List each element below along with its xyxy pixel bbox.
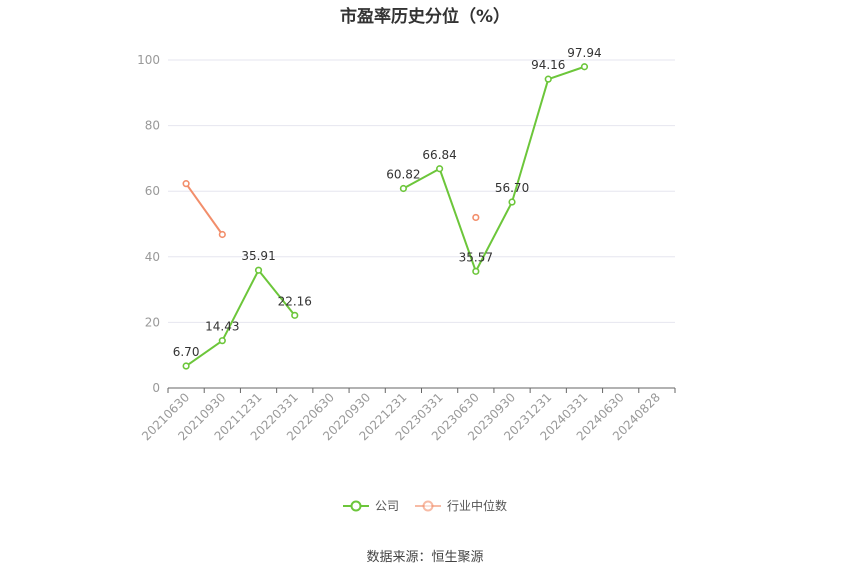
y-tick-label: 80 bbox=[145, 119, 160, 133]
y-tick-label: 40 bbox=[145, 250, 160, 264]
data-label: 35.57 bbox=[459, 250, 493, 264]
data-label: 97.94 bbox=[567, 46, 601, 60]
data-label: 6.70 bbox=[173, 345, 200, 359]
company-data-point bbox=[436, 165, 444, 173]
data-label: 14.43 bbox=[205, 320, 239, 334]
company-data-point bbox=[508, 198, 516, 206]
industry-data-point bbox=[182, 180, 190, 188]
company-series-line bbox=[402, 167, 441, 190]
legend-item-industry[interactable]: 行业中位数 bbox=[415, 497, 507, 514]
data-label: 35.91 bbox=[241, 249, 275, 263]
company-series-line bbox=[257, 269, 296, 316]
data-label: 60.82 bbox=[386, 168, 420, 182]
company-data-point bbox=[580, 63, 589, 71]
chart-title: 市盈率历史分位（%） bbox=[339, 7, 511, 27]
y-tick-label: 100 bbox=[137, 53, 160, 67]
legend-item-company[interactable]: 公司 bbox=[342, 497, 399, 514]
data-label: 56.70 bbox=[495, 181, 529, 195]
company-data-point bbox=[399, 184, 407, 193]
legend-company-marker-icon bbox=[342, 500, 369, 511]
company-data-point bbox=[218, 337, 226, 345]
company-data-point bbox=[254, 266, 263, 274]
industry-series-line bbox=[185, 183, 224, 236]
company-series-line bbox=[511, 78, 550, 203]
source-note: 数据来源：恒生聚源 bbox=[366, 550, 484, 565]
company-series-line bbox=[438, 168, 477, 272]
y-tick-label: 60 bbox=[145, 184, 160, 198]
company-data-point bbox=[544, 75, 552, 83]
data-label: 22.16 bbox=[278, 294, 312, 308]
company-data-point bbox=[472, 267, 480, 275]
company-series-line bbox=[547, 65, 585, 81]
y-tick-label: 20 bbox=[145, 315, 160, 329]
legend: 公司 行业中位数 bbox=[0, 497, 850, 514]
legend-industry-marker-icon bbox=[415, 500, 441, 511]
company-series-line bbox=[185, 339, 223, 367]
industry-data-point bbox=[218, 230, 226, 239]
industry-data-point bbox=[472, 213, 480, 222]
legend-label-company: 公司 bbox=[374, 499, 399, 513]
legend-label-industry: 行业中位数 bbox=[447, 499, 508, 513]
company-data-point bbox=[182, 362, 190, 370]
company-data-point bbox=[291, 311, 299, 319]
y-tick-label: 0 bbox=[152, 381, 160, 395]
company-series-line bbox=[474, 201, 513, 272]
data-label: 66.84 bbox=[422, 148, 456, 162]
company-series-line bbox=[221, 269, 260, 342]
data-label: 94.16 bbox=[531, 58, 565, 72]
